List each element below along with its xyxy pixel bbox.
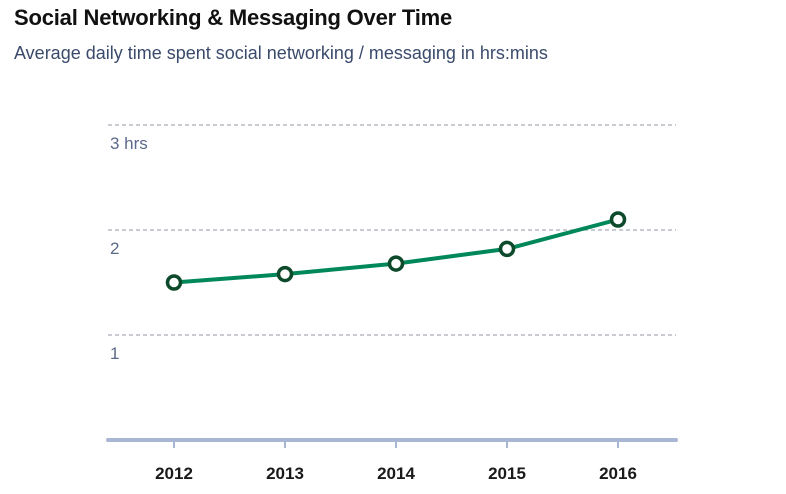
x-axis-labels: 2012 2013 2014 2015 2016: [155, 464, 637, 483]
data-point: [498, 240, 516, 258]
data-point: [276, 265, 294, 283]
x-axis: [106, 438, 678, 448]
y-tick-label: 3 hrs: [110, 134, 148, 153]
gridlines: [108, 124, 676, 336]
y-tick-label: 2: [110, 239, 119, 258]
data-point: [387, 255, 405, 272]
y-axis-labels: 1 2 3 hrs: [110, 134, 148, 363]
data-point: [609, 211, 627, 228]
series: [165, 211, 627, 291]
x-tick-label: 2013: [266, 464, 304, 483]
x-tick-label: 2012: [155, 464, 193, 483]
y-tick-label: 1: [110, 344, 119, 363]
x-tick-label: 2016: [599, 464, 637, 483]
data-point: [165, 274, 183, 291]
x-tick-label: 2015: [488, 464, 526, 483]
series-line: [172, 217, 620, 285]
chart-title: Social Networking & Messaging Over Time: [14, 5, 453, 30]
x-tick-label: 2014: [377, 464, 415, 483]
chart-subtitle: Average daily time spent social networki…: [14, 43, 548, 63]
